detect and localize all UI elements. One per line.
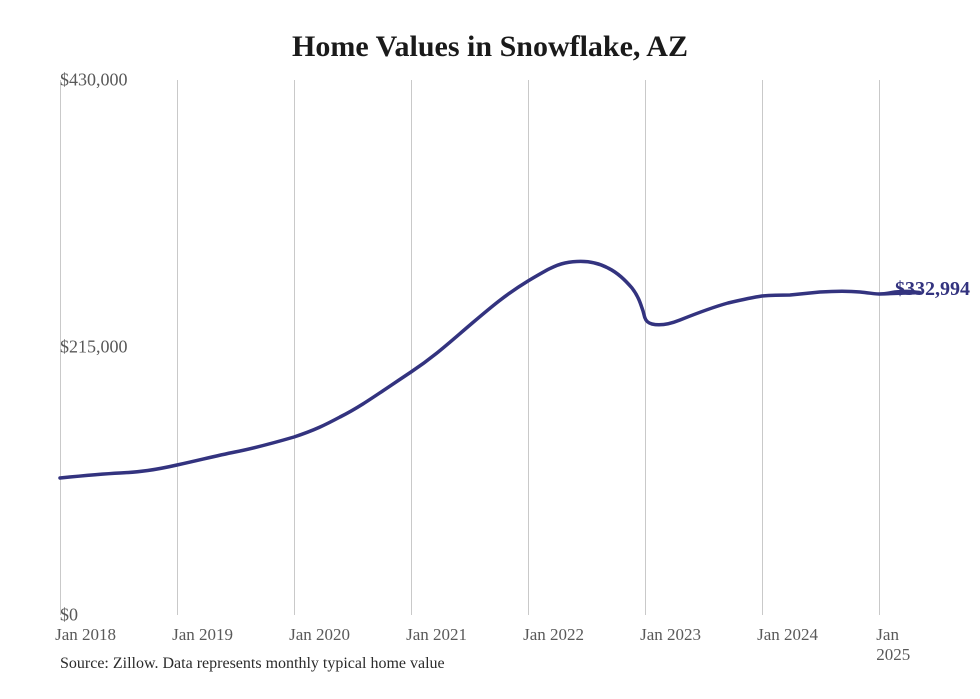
source-text: Source: Zillow. Data represents monthly … — [60, 655, 445, 673]
x-axis-label-jan2018: Jan 2018 — [55, 625, 116, 645]
x-axis-label-jan2023: Jan 2023 — [640, 625, 701, 645]
x-axis-label-jan2021: Jan 2021 — [406, 625, 467, 645]
chart-title: Home Values in Snowflake, AZ — [0, 30, 980, 64]
x-axis-label-jan2020: Jan 2020 — [289, 625, 350, 645]
plot-area: $430,000 $215,000 $0 Jan 2018 Jan 2019 J… — [60, 80, 880, 615]
home-value-line-chart — [60, 80, 880, 615]
home-values-chart: Home Values in Snowflake, AZ $430,000 $2… — [0, 0, 980, 699]
x-axis-label-jan2024: Jan 2024 — [757, 625, 818, 645]
x-axis-label-jan2025: Jan 2025 — [876, 625, 910, 665]
x-axis-label-jan2022: Jan 2022 — [523, 625, 584, 645]
end-value-label: $332,994 — [895, 278, 970, 301]
x-axis-label-jan2019: Jan 2019 — [172, 625, 233, 645]
